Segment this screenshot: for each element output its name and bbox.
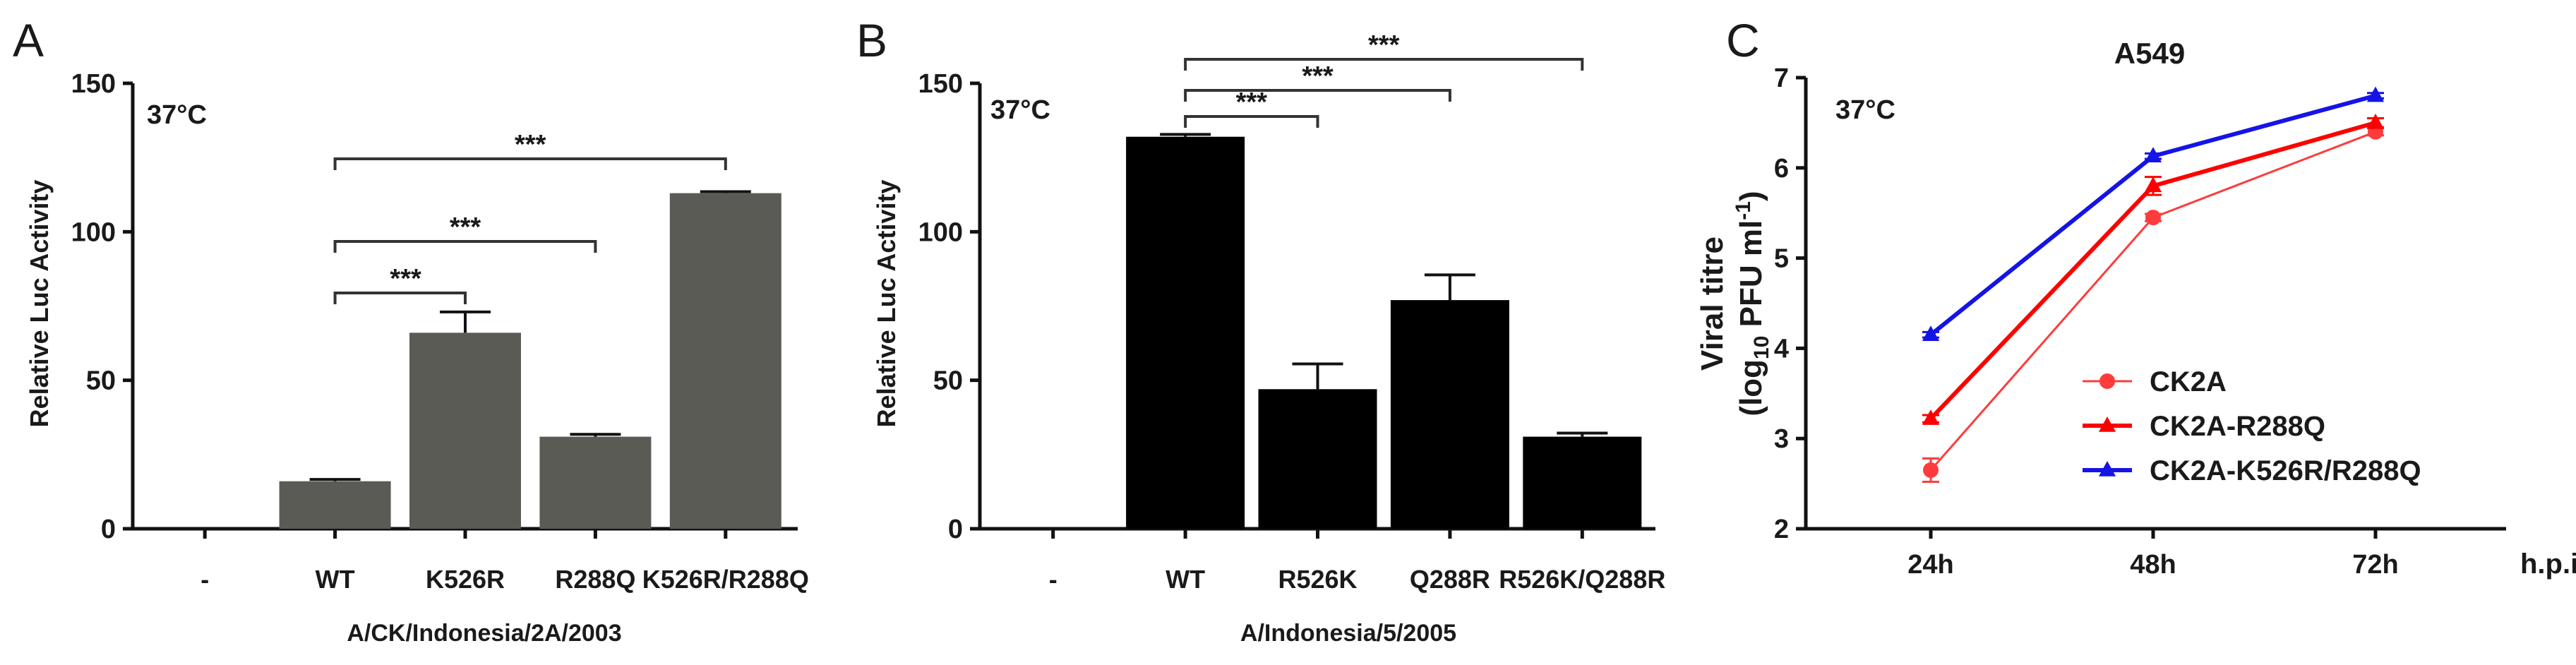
panel-a-significance-label: *** [390,264,421,294]
panel-b-significance-bracket [1184,115,1319,128]
panel-a-xlabel: A/CK/Indonesia/2A/2003 [347,620,621,647]
panel-c-title: A549 [2114,37,2185,70]
series-point [2366,113,2385,129]
panel-b-x-tick-label: R526K [1278,565,1357,594]
panel-a-significance-label: *** [515,130,546,160]
panel-b-bar [1523,436,1642,529]
panel-b-x-tick-label: - [1049,565,1058,594]
legend-item: CK2A-R288Q [2083,411,2325,442]
panel-a-y-tick-label: 0 [101,515,116,544]
panel-b-y-tick-label: 50 [933,366,963,396]
series-point [2144,147,2162,162]
legend-label: CK2A [2150,366,2227,397]
panel-c-hpi-label: h.p.i. [2520,549,2576,580]
legend-label: CK2A-K526R/R288Q [2150,455,2421,486]
panel-a-x-tick-label: K526R/R288Q [642,565,809,594]
panel-a-y-tick-label: 50 [86,366,116,396]
series-point [2366,86,2385,102]
panel-b-chart: 0 50 100 150 - WT R526K Q288R R526K/Q288R *** *** *… [918,30,1666,594]
series-ck2a-r288q [1922,113,2385,425]
series-point [1923,462,1939,478]
panel-c-x-tick-label: 24h [1907,550,1953,580]
panel-a-significance-bracket [333,157,727,170]
panel-a-x-tick-label: R288Q [555,565,635,594]
panel-a-significance-label: *** [450,212,481,242]
panel-a-letter: A [13,14,44,66]
panel-c-y-tick-label: 3 [1774,424,1789,454]
panel-c-y-tick-label: 5 [1774,244,1789,274]
panel-c-y-tick-label: 7 [1774,64,1789,93]
panel-c-y-tick-label: 2 [1774,515,1789,544]
panel-c-y-tick-label: 4 [1774,334,1789,364]
panel-c-x-tick-label: 48h [2130,550,2176,580]
panel-b-significance-label: *** [1236,88,1268,117]
legend-item: CK2A [2083,366,2227,397]
panel-a-y-tick-label: 150 [71,69,116,99]
panel-c-ylabel-line2: (log10 PFU ml-1) [1732,191,1773,416]
panel-c-chart: 2 3 4 5 6 7 24h 48h 72h CK2A CK2A-R288Q CK2A-K526R/… [1774,64,2506,580]
panel-b-significance-bracket [1184,89,1451,102]
panel-a-x-tick-label: K526R [426,565,505,594]
panel-b-y-tick-label: 0 [948,515,963,544]
panel-b-x-tick-label: R526K/Q288R [1499,565,1665,594]
panel-c-x-tick-label: 72h [2352,550,2398,580]
panel-b-letter: B [856,14,887,66]
panel-c-letter: C [1726,14,1760,66]
series-ck2a-k526r-r288q [1922,86,2385,342]
panel-b-y-tick-label: 100 [918,217,963,247]
panel-a-significance-bracket [333,240,597,253]
panel-a-y-tick-label: 100 [71,217,116,247]
panel-b-xlabel: A/Indonesia/5/2005 [1240,620,1456,647]
panel-b-bar [1126,136,1245,529]
panel-c-y-tick-label: 6 [1774,154,1789,184]
panel-a-x-tick-label: - [200,565,209,594]
panel-a-significance-bracket [333,292,467,304]
panel-b-x-tick-label: Q288R [1410,565,1490,594]
ylabel-log: (log [1734,359,1768,417]
series-point [2145,210,2161,226]
panel-c-ylabel-line1: Viral titre [1695,236,1730,371]
panel-a-bar [279,481,391,529]
panel-c-temp: 37°C [1835,95,1895,125]
legend-label: CK2A-R288Q [2150,411,2325,442]
panel-b-temp: 37°C [990,95,1050,125]
panel-b-significance-label: *** [1302,61,1334,91]
panel-a-bar [539,436,652,529]
series-point [1922,409,1940,425]
ylabel-sub: 10 [1750,336,1773,359]
series-point [1922,325,1940,342]
panel-a-ylabel: Relative Luc Activity [25,180,54,428]
series-point [2144,176,2162,193]
ylabel-unit: PFU ml [1734,220,1768,336]
panel-a-bar [409,332,521,529]
panel-b-x-tick-label: WT [1166,565,1205,594]
panel-b-significance-bracket [1184,58,1584,71]
ylabel-close: ) [1734,191,1768,201]
ylabel-sup: -1 [1732,201,1755,220]
legend-marker [2099,373,2115,389]
panel-a-x-tick-label: WT [316,565,355,594]
panel-b-ylabel: Relative Luc Activity [872,180,901,428]
legend-marker [2098,461,2116,477]
panel-b-bar [1258,389,1377,529]
panel-b-significance-label: *** [1368,30,1400,60]
panel-a-bar [669,193,781,529]
panel-a-temp: 37°C [147,100,207,130]
legend-item: CK2A-K526R/R288Q [2083,455,2421,486]
panel-b-y-tick-label: 150 [918,69,963,99]
legend-marker [2098,417,2116,432]
panel-b-bar [1390,300,1509,529]
panel-a-chart: 0 50 100 150 - WT K526R R288Q K526R/R288Q *** *** *… [71,69,809,594]
